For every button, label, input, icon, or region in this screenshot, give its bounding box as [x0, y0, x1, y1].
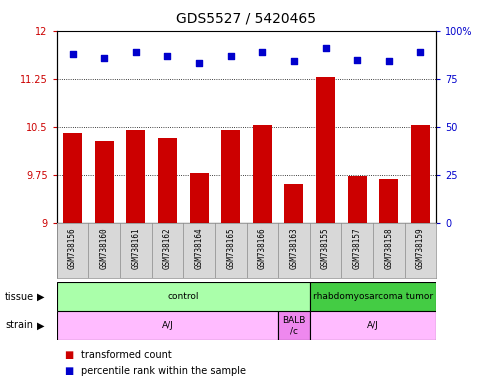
Text: GSM738155: GSM738155 [321, 227, 330, 269]
Text: A/J: A/J [367, 321, 379, 330]
Text: rhabdomyosarcoma tumor: rhabdomyosarcoma tumor [313, 292, 433, 301]
Point [227, 53, 235, 59]
Text: GSM738159: GSM738159 [416, 227, 425, 269]
Text: BALB
/c: BALB /c [282, 316, 306, 335]
Bar [57, 311, 278, 340]
Text: GSM738161: GSM738161 [131, 227, 141, 269]
Point [353, 56, 361, 63]
Point [321, 45, 329, 51]
Text: ■: ■ [64, 350, 73, 360]
Point [164, 53, 172, 59]
Text: GSM738160: GSM738160 [100, 227, 108, 269]
Bar [63, 133, 82, 223]
Text: GSM738163: GSM738163 [289, 227, 298, 269]
Text: percentile rank within the sample: percentile rank within the sample [81, 366, 246, 376]
Text: ▶: ▶ [37, 291, 44, 302]
Bar [310, 311, 436, 340]
Text: GSM738166: GSM738166 [258, 227, 267, 269]
Text: GSM738164: GSM738164 [195, 227, 204, 269]
Bar [253, 126, 272, 223]
Bar [278, 311, 310, 340]
Bar [380, 179, 398, 223]
Text: control: control [168, 292, 199, 301]
Text: ▶: ▶ [37, 320, 44, 331]
Point [195, 60, 203, 66]
Text: GSM738165: GSM738165 [226, 227, 235, 269]
Bar [57, 282, 310, 311]
Text: GDS5527 / 5420465: GDS5527 / 5420465 [176, 12, 317, 25]
Bar [316, 78, 335, 223]
Point [385, 58, 393, 65]
Point [290, 58, 298, 65]
Text: ■: ■ [64, 366, 73, 376]
Bar [126, 130, 145, 223]
Text: GSM738157: GSM738157 [352, 227, 362, 269]
Bar [158, 137, 177, 223]
Bar [189, 173, 209, 223]
Point [258, 49, 266, 55]
Bar [95, 141, 113, 223]
Text: GSM738156: GSM738156 [68, 227, 77, 269]
Bar [348, 176, 367, 223]
Text: tissue: tissue [5, 291, 34, 302]
Text: GSM738162: GSM738162 [163, 227, 172, 269]
Bar [411, 126, 430, 223]
Bar [284, 184, 304, 223]
Text: A/J: A/J [162, 321, 174, 330]
Bar [221, 130, 240, 223]
Bar [310, 282, 436, 311]
Point [100, 55, 108, 61]
Text: strain: strain [5, 320, 33, 331]
Text: transformed count: transformed count [81, 350, 172, 360]
Text: GSM738158: GSM738158 [385, 227, 393, 269]
Point [69, 51, 76, 57]
Point [417, 49, 424, 55]
Point [132, 49, 140, 55]
